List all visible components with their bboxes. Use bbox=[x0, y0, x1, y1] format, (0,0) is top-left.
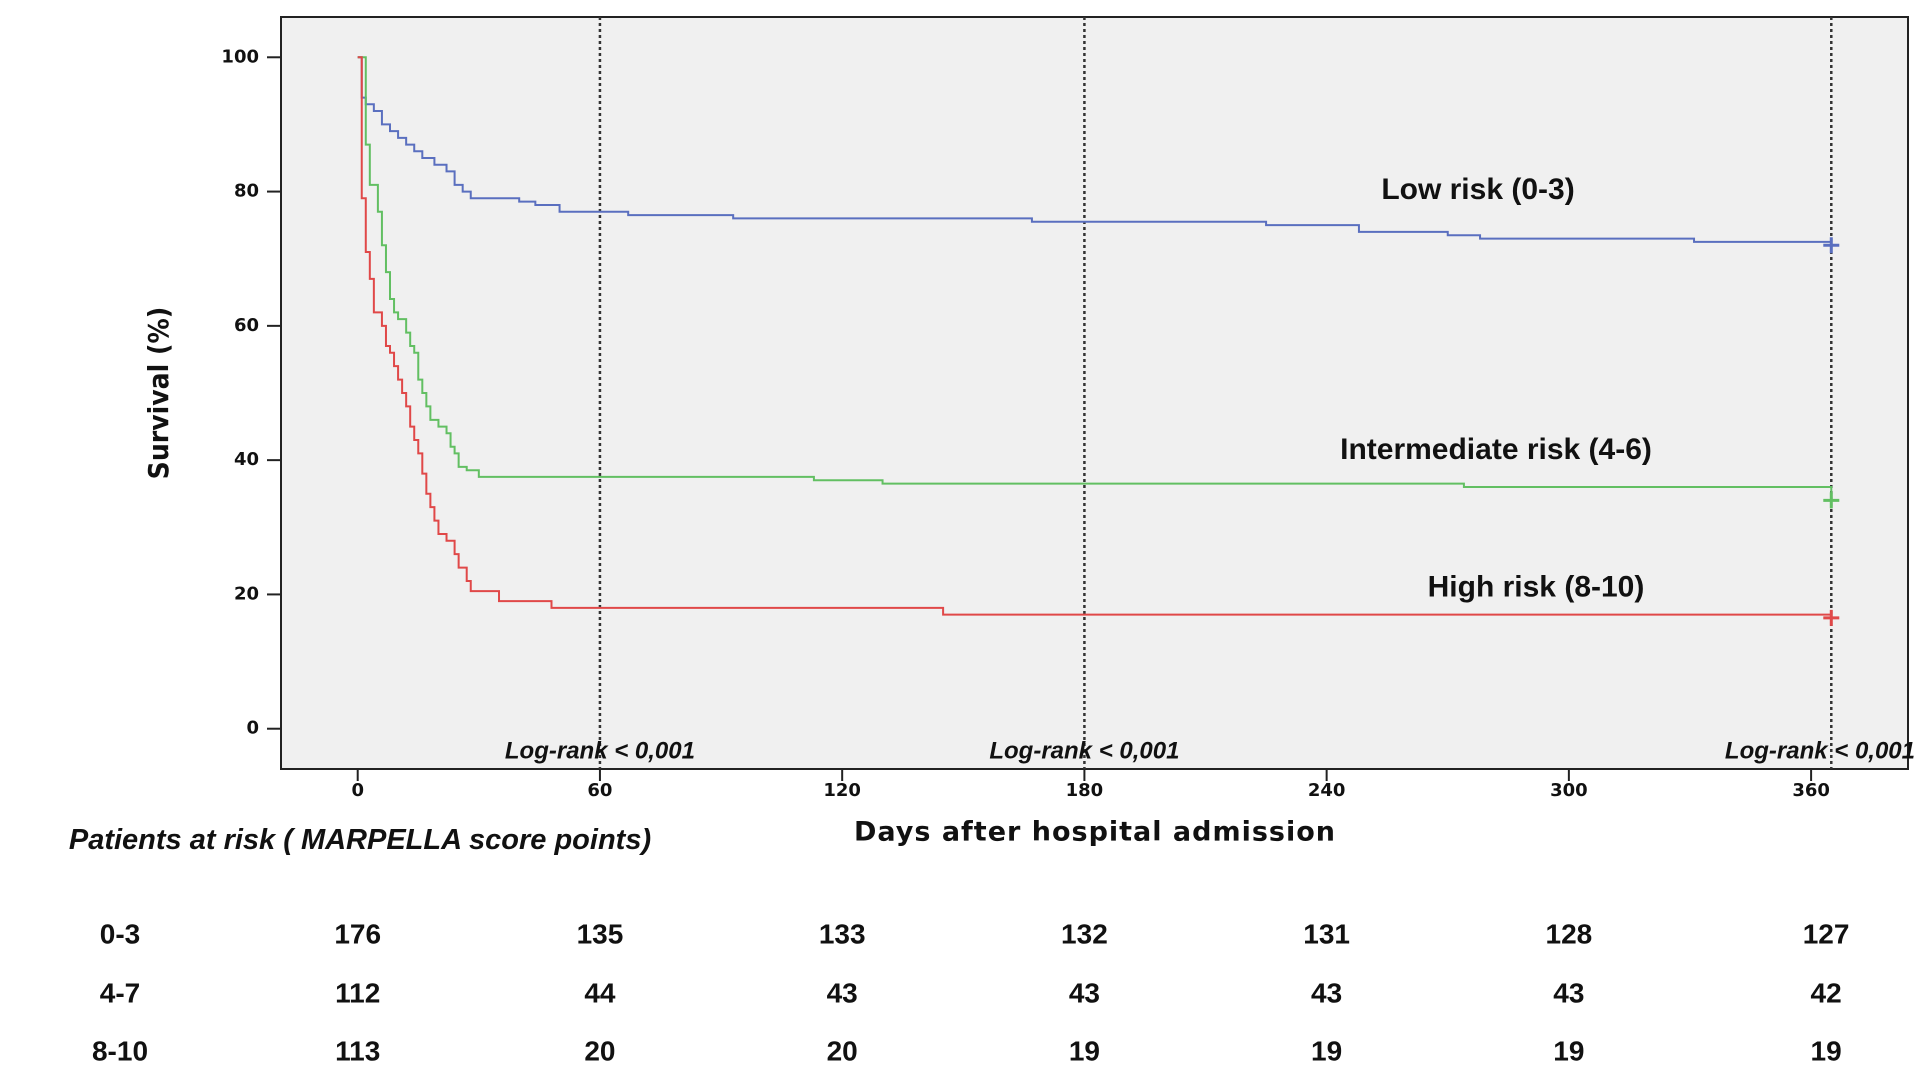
x-tick-label: 0 bbox=[351, 780, 364, 801]
risk-count: 19 bbox=[1069, 1035, 1100, 1066]
risk-count: 43 bbox=[1069, 977, 1100, 1008]
x-tick-label: 120 bbox=[823, 780, 861, 801]
censor-mark bbox=[1823, 609, 1840, 626]
risk-count: 44 bbox=[584, 977, 616, 1008]
survival-curve bbox=[357, 56, 1833, 246]
survival-curve bbox=[357, 56, 1833, 618]
risk-count: 131 bbox=[1303, 918, 1350, 949]
series-label: High risk (8-10) bbox=[1428, 570, 1645, 603]
risk-count: 128 bbox=[1546, 918, 1593, 949]
risk-count: 43 bbox=[1311, 977, 1342, 1008]
risk-count: 19 bbox=[1553, 1035, 1584, 1066]
x-tick-label: 60 bbox=[587, 780, 612, 801]
risk-count: 132 bbox=[1061, 918, 1108, 949]
y-axis-title: Survival (%) bbox=[142, 307, 175, 480]
series-label: Low risk (0-3) bbox=[1381, 173, 1574, 206]
risk-row-label: 4-7 bbox=[100, 977, 140, 1008]
y-tick-label: 40 bbox=[234, 449, 259, 470]
risk-table-title: Patients at risk ( MARPELLA score points… bbox=[68, 824, 652, 856]
risk-count: 19 bbox=[1311, 1035, 1342, 1066]
censor-mark bbox=[1823, 492, 1840, 509]
risk-count: 20 bbox=[827, 1035, 858, 1066]
risk-count: 113 bbox=[335, 1035, 380, 1066]
risk-count: 20 bbox=[584, 1035, 615, 1066]
log-rank-label: Log-rank < 0,001 bbox=[505, 737, 695, 764]
y-tick-label: 0 bbox=[246, 718, 259, 739]
y-tick-label: 100 bbox=[221, 46, 259, 67]
y-tick-label: 80 bbox=[234, 181, 259, 202]
log-rank-label: Log-rank < 0,001 bbox=[1725, 737, 1915, 764]
risk-count: 133 bbox=[819, 918, 866, 949]
risk-count: 43 bbox=[1553, 977, 1584, 1008]
risk-row-label: 0-3 bbox=[100, 918, 140, 949]
censor-mark bbox=[1823, 237, 1840, 254]
y-tick-label: 60 bbox=[234, 315, 259, 336]
y-tick-label: 20 bbox=[234, 583, 259, 604]
risk-count: 112 bbox=[335, 977, 380, 1008]
risk-count: 127 bbox=[1803, 918, 1850, 949]
plot-area bbox=[280, 16, 1909, 770]
log-rank-label: Log-rank < 0,001 bbox=[989, 737, 1179, 764]
x-tick-label: 240 bbox=[1308, 780, 1346, 801]
x-tick-label: 300 bbox=[1550, 780, 1588, 801]
risk-count: 43 bbox=[827, 977, 858, 1008]
survival-curve bbox=[357, 56, 1833, 501]
risk-row-label: 8-10 bbox=[92, 1035, 148, 1066]
x-tick-label: 360 bbox=[1792, 780, 1830, 801]
risk-count: 135 bbox=[577, 918, 624, 949]
risk-count: 176 bbox=[334, 918, 381, 949]
risk-count: 42 bbox=[1811, 977, 1842, 1008]
risk-count: 19 bbox=[1811, 1035, 1842, 1066]
series-label: Intermediate risk (4-6) bbox=[1340, 433, 1652, 466]
x-tick-label: 180 bbox=[1066, 780, 1104, 801]
x-axis-title: Days after hospital admission bbox=[854, 817, 1336, 848]
